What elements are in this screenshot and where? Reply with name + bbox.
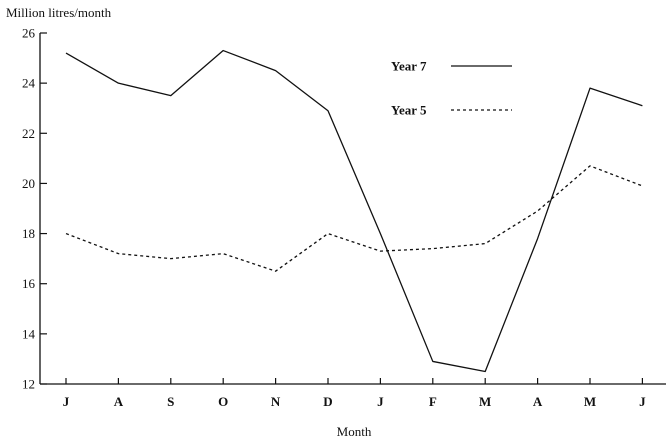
y-tick-label: 18 bbox=[22, 226, 35, 241]
x-tick-label: A bbox=[533, 394, 543, 409]
y-tick-label: 26 bbox=[22, 26, 36, 41]
x-tick-label: S bbox=[167, 394, 174, 409]
legend: Year 7 Year 5 bbox=[391, 59, 512, 118]
x-tick-label: M bbox=[584, 394, 596, 409]
x-tick-label: A bbox=[114, 394, 124, 409]
legend-label: Year 7 bbox=[391, 59, 427, 74]
y-tick-label: 24 bbox=[22, 76, 36, 91]
x-tick-label: O bbox=[218, 394, 228, 409]
legend-label: Year 5 bbox=[391, 103, 427, 118]
y-tick-label: 16 bbox=[22, 276, 36, 291]
x-tick-label: J bbox=[377, 394, 384, 409]
axes bbox=[39, 33, 666, 385]
x-tick-label: M bbox=[479, 394, 491, 409]
x-tick-label: F bbox=[429, 394, 437, 409]
x-tick-label: J bbox=[639, 394, 646, 409]
x-tick-label: N bbox=[271, 394, 281, 409]
x-tick-label: D bbox=[323, 394, 332, 409]
y-tick-label: 20 bbox=[22, 176, 35, 191]
series-line-year-7 bbox=[65, 49, 643, 373]
x-tick-label: J bbox=[63, 394, 70, 409]
y-tick-label: 12 bbox=[22, 377, 35, 392]
y-axis-title: Million litres/month bbox=[6, 5, 112, 20]
y-tick-label: 14 bbox=[22, 326, 36, 341]
x-axis-title: Month bbox=[337, 424, 372, 439]
series-line-year-5 bbox=[65, 165, 643, 272]
y-ticks: 12 14 16 18 20 22 24 26 bbox=[22, 26, 47, 392]
y-tick-label: 22 bbox=[22, 126, 35, 141]
series-layer bbox=[65, 49, 643, 373]
